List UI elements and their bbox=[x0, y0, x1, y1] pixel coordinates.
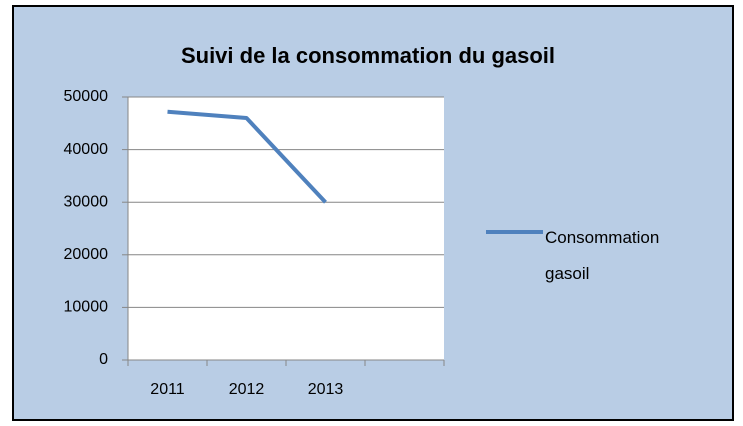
chart-title: Suivi de la consommation du gasoil bbox=[181, 43, 555, 68]
plot-area bbox=[128, 97, 444, 360]
y-tick-label: 30000 bbox=[64, 193, 109, 210]
x-tick-label: 2012 bbox=[229, 381, 265, 398]
y-tick-label: 50000 bbox=[64, 88, 109, 105]
y-tick-label: 0 bbox=[99, 351, 108, 368]
legend-label: Consommation gasoil bbox=[545, 228, 660, 283]
y-tick-label: 10000 bbox=[64, 299, 109, 316]
x-tick-label: 2011 bbox=[150, 381, 185, 398]
y-tick-label: 20000 bbox=[64, 246, 109, 263]
y-tick-label: 40000 bbox=[64, 141, 109, 158]
x-tick-label: 2013 bbox=[308, 381, 344, 398]
line-series bbox=[167, 109, 327, 204]
